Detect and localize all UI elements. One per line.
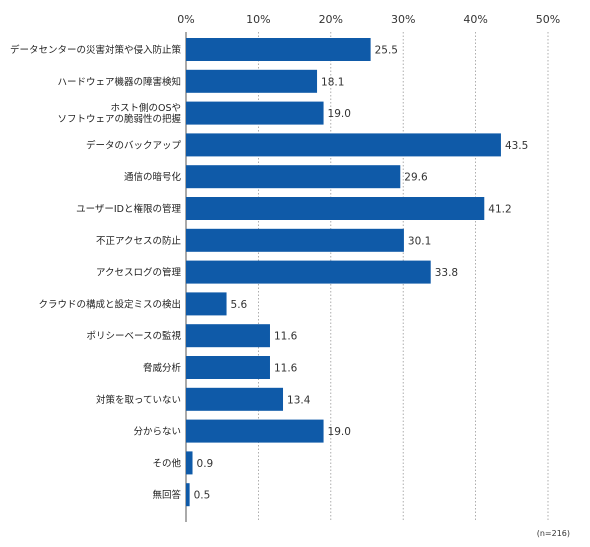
x-tick-label: 10% <box>246 13 270 26</box>
category-label: ポリシーベースの監視 <box>86 330 181 342</box>
value-label: 0.9 <box>197 458 214 470</box>
category-label: 無回答 <box>152 489 181 501</box>
category-label: アクセスログの管理 <box>96 267 182 279</box>
category-label: ユーザーIDと権限の管理 <box>76 203 181 215</box>
category-labels: データセンターの災害対策や侵入防止策ハードウェア機器の障害検知ホスト側のOSやソ… <box>10 44 182 501</box>
x-tick-label: 50% <box>536 13 560 26</box>
category-label: 不正アクセスの防止 <box>96 235 182 247</box>
bar <box>186 38 371 61</box>
category-label: 通信の暗号化 <box>124 171 182 183</box>
x-tick-label: 30% <box>391 13 415 26</box>
value-label: 29.6 <box>404 172 428 184</box>
value-label: 11.6 <box>274 363 298 375</box>
value-label: 18.1 <box>321 76 344 88</box>
x-axis-tick-labels: 0% 10% 20% 30% 40% 50% <box>177 13 560 26</box>
category-label: ハードウェア機器の障害検知 <box>57 76 181 88</box>
bars <box>186 38 501 507</box>
category-label: ホスト側のOSやソフトウェアの脆弱性の把握 <box>57 102 181 125</box>
x-tick-label: 40% <box>463 13 487 26</box>
bar <box>186 197 485 220</box>
category-label: 対策を取っていない <box>96 394 181 406</box>
x-tick-label: 0% <box>177 13 194 26</box>
bar <box>186 483 190 507</box>
bar <box>186 165 401 189</box>
value-label: 30.1 <box>408 235 431 247</box>
category-label: データセンターの災害対策や侵入防止策 <box>10 44 182 56</box>
bar <box>186 387 284 411</box>
category-label: 分からない <box>133 427 181 438</box>
value-label: 0.5 <box>194 490 211 502</box>
bar <box>186 133 501 157</box>
bar <box>186 292 227 316</box>
bar <box>186 451 193 475</box>
bar <box>186 356 270 379</box>
value-label: 13.4 <box>287 394 311 406</box>
value-label: 43.5 <box>505 140 528 152</box>
bar <box>186 260 431 284</box>
value-label: 5.6 <box>231 299 248 311</box>
sample-size-note: (n=216) <box>537 529 570 538</box>
x-tick-label: 20% <box>319 13 343 26</box>
value-labels: 25.5 18.1 19.0 43.5 29.6 41.2 30.1 33.8 5.6 11.6 1… <box>194 45 529 502</box>
bar <box>186 69 318 93</box>
value-label: 19.0 <box>328 108 351 120</box>
bar <box>186 324 270 348</box>
value-label: 25.5 <box>375 45 398 57</box>
category-label: データのバックアップ <box>86 139 182 151</box>
category-label: 脅威分析 <box>143 362 182 374</box>
value-label: 33.8 <box>435 267 458 279</box>
value-label: 41.2 <box>488 204 511 216</box>
bar <box>186 101 324 125</box>
value-label: 11.6 <box>274 331 298 343</box>
category-label: クラウドの構成と設定ミスの検出 <box>38 298 181 310</box>
value-label: 19.0 <box>328 426 351 438</box>
bar <box>186 419 324 443</box>
bar <box>186 228 404 252</box>
category-label: その他 <box>152 457 181 469</box>
